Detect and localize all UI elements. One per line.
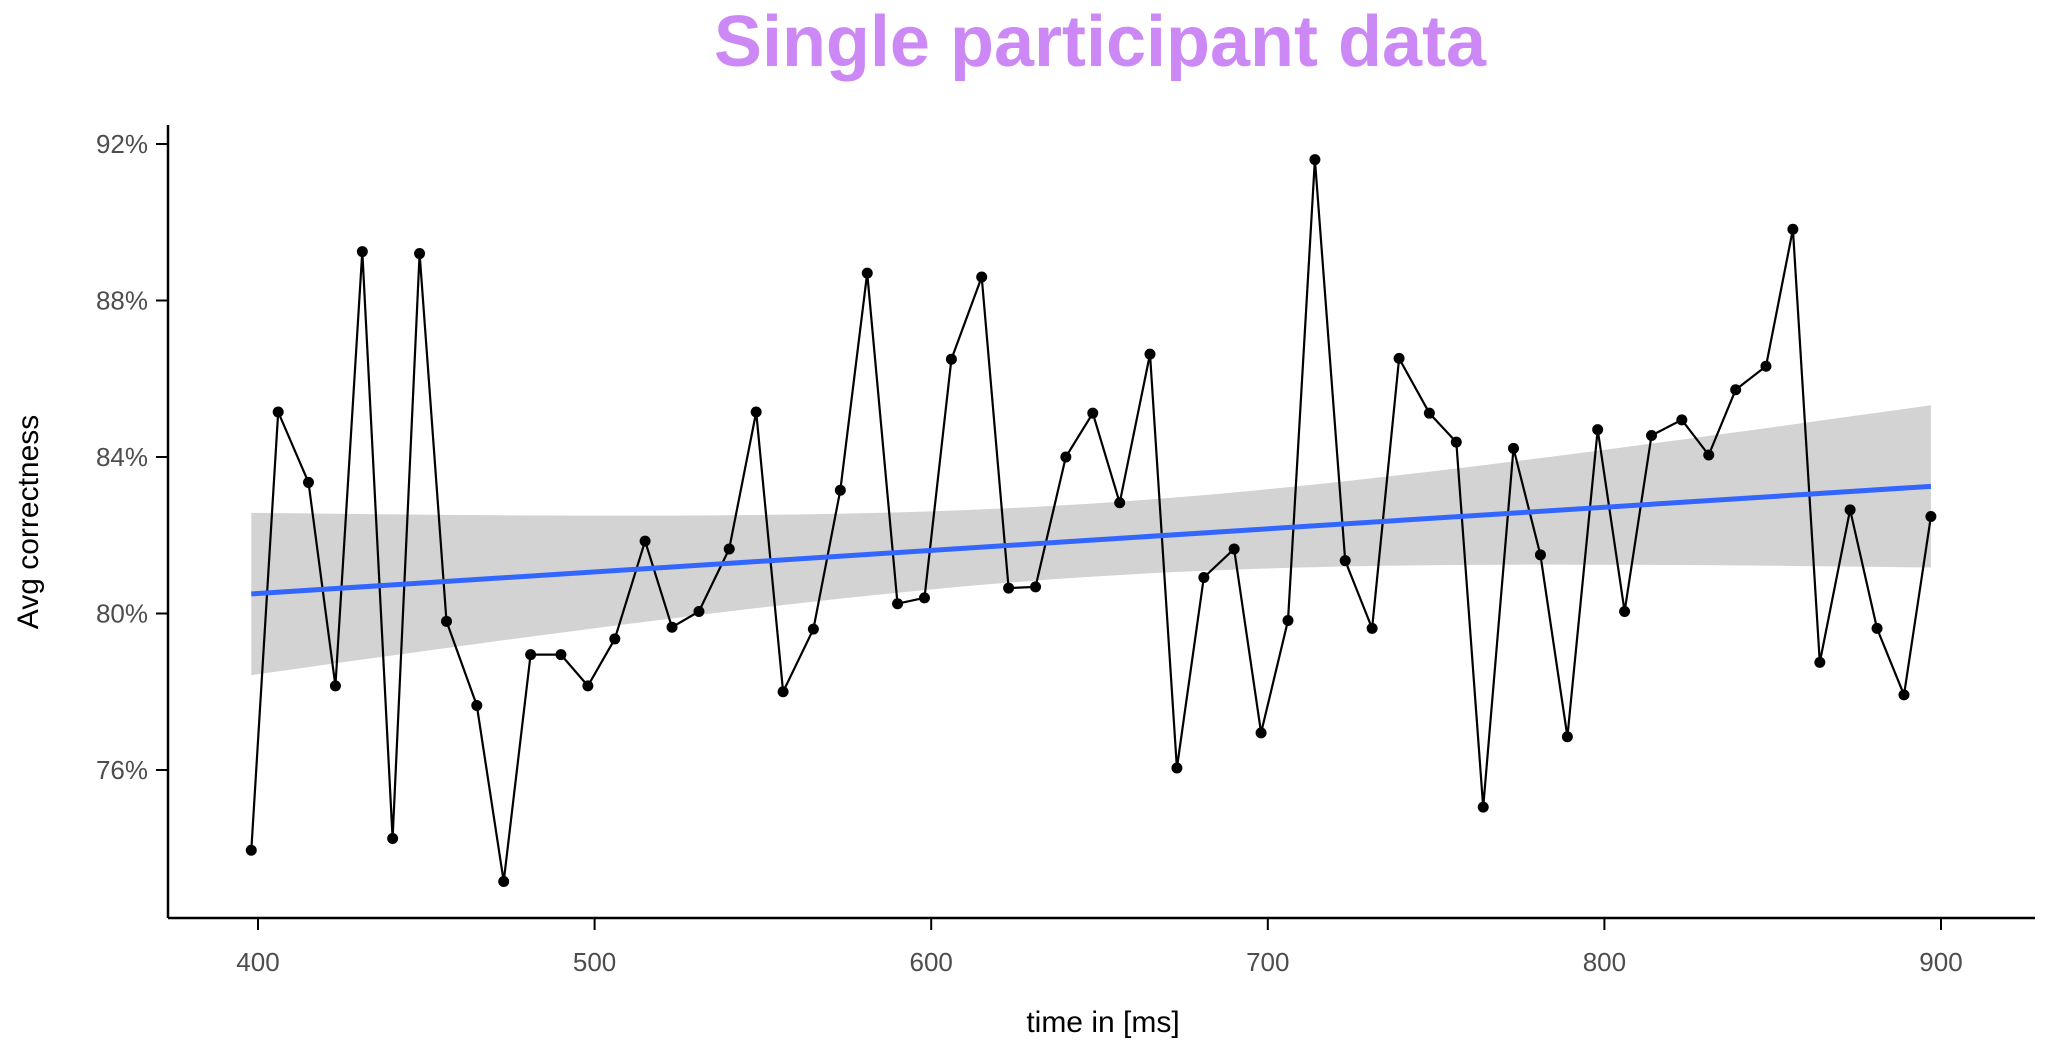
data-point — [1309, 154, 1321, 166]
data-point — [387, 832, 399, 844]
data-point — [723, 543, 735, 555]
data-point — [1003, 582, 1015, 594]
y-tick-label: 92% — [96, 129, 148, 159]
data-point — [1228, 543, 1240, 555]
data-point — [861, 267, 873, 279]
data-point — [440, 615, 452, 627]
data-point — [498, 876, 510, 888]
data-point — [1898, 689, 1910, 701]
y-axis-ticks: 76% 80% 84% 88% 92% — [96, 129, 168, 785]
data-point — [302, 476, 314, 488]
data-point — [666, 621, 678, 633]
y-tick-label: 76% — [96, 755, 148, 785]
data-point — [1450, 436, 1462, 448]
trend-line — [251, 483, 1932, 597]
x-tick-label: 700 — [1246, 947, 1289, 977]
data-point — [1087, 407, 1099, 419]
data-point — [1114, 497, 1126, 509]
data-point — [1925, 510, 1937, 522]
y-tick-label: 80% — [96, 599, 148, 629]
data-point — [1393, 352, 1405, 364]
data-point — [1871, 622, 1883, 634]
data-point — [918, 592, 930, 604]
data-point — [1703, 449, 1715, 461]
data-point — [1730, 384, 1742, 396]
data-point — [1508, 442, 1520, 454]
data-point — [1844, 504, 1856, 516]
data-point — [1144, 348, 1156, 360]
y-tick-label: 84% — [96, 442, 148, 472]
x-tick-label: 400 — [236, 947, 279, 977]
x-axis-title: time in [ms] — [1026, 1006, 1179, 1039]
data-point — [1477, 801, 1489, 813]
trend-line-group — [251, 483, 1932, 597]
data-point — [245, 844, 257, 856]
data-point — [356, 246, 368, 258]
data-point — [1255, 727, 1267, 739]
data-point — [555, 649, 567, 661]
data-point — [777, 686, 789, 698]
data-point — [1282, 615, 1294, 627]
data-point — [693, 606, 705, 618]
data-point — [945, 353, 957, 365]
x-axis-ticks: 400 500 600 700 800 900 — [236, 918, 1963, 977]
data-point — [1814, 656, 1826, 668]
axes — [166, 125, 2035, 920]
data-point — [1339, 555, 1351, 567]
data-point — [1619, 606, 1631, 618]
data-point — [1676, 414, 1688, 426]
data-point — [750, 406, 762, 418]
data-point — [1198, 572, 1210, 584]
data-point — [892, 598, 904, 610]
chart-title: Single participant data — [714, 2, 1487, 82]
data-point — [1646, 429, 1658, 441]
x-tick-label: 500 — [573, 947, 616, 977]
data-point — [1030, 581, 1042, 593]
data-point — [976, 271, 988, 283]
data-point — [329, 680, 341, 692]
data-point — [582, 680, 594, 692]
x-tick-label: 900 — [1919, 947, 1962, 977]
data-point — [609, 633, 621, 645]
y-tick-label: 88% — [96, 286, 148, 316]
data-point — [414, 248, 426, 260]
data-point — [639, 535, 651, 547]
data-point — [1760, 360, 1772, 372]
data-point — [834, 484, 846, 496]
data-point — [1787, 223, 1799, 235]
x-tick-label: 800 — [1583, 947, 1626, 977]
data-point — [1561, 731, 1573, 743]
x-tick-label: 600 — [910, 947, 953, 977]
data-points — [245, 154, 1937, 888]
data-point — [1534, 549, 1546, 561]
data-point — [1592, 424, 1604, 436]
y-axis-title: Avg correctness — [12, 415, 45, 630]
data-point — [272, 406, 284, 418]
data-point — [1366, 622, 1378, 634]
data-point — [1423, 407, 1435, 419]
data-point — [1171, 762, 1183, 774]
data-point — [807, 623, 819, 635]
data-point — [471, 699, 483, 711]
data-point — [525, 649, 537, 661]
data-point — [1060, 451, 1072, 463]
